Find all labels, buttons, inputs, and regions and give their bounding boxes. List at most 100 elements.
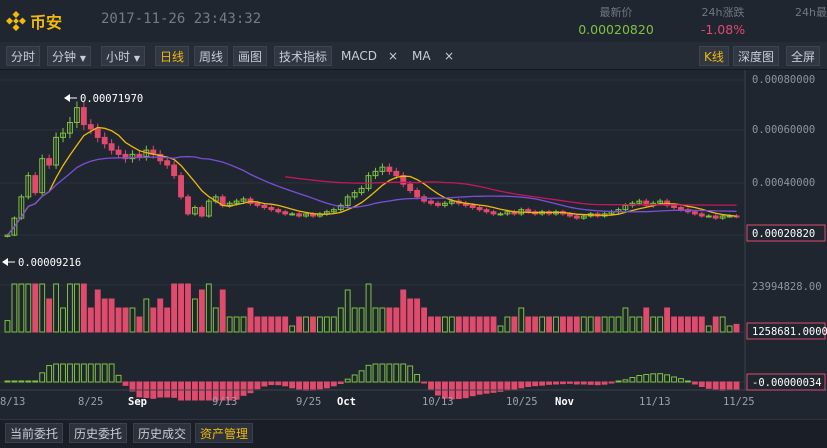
chevron-down-icon: ▼ — [133, 54, 140, 63]
candle-body — [476, 207, 483, 211]
candle-body — [386, 166, 393, 172]
volume-bar — [53, 283, 60, 333]
macd-bar — [115, 374, 122, 383]
candle-body — [657, 200, 664, 204]
macd-bar — [330, 381, 337, 387]
candle-body — [469, 204, 476, 208]
candle-body — [60, 132, 66, 138]
candle-body — [94, 128, 101, 138]
brand-logo[interactable]: 币安 — [6, 9, 62, 33]
macd-bar — [566, 381, 573, 384]
candle-body — [136, 153, 143, 157]
last-price-stat: 最新价 0.00020820 — [576, 4, 656, 37]
volume-bar — [622, 307, 629, 333]
depth-chart-button[interactable]: 深度图 — [733, 46, 780, 66]
candle-body — [483, 209, 490, 213]
indicators-button[interactable]: 技术指标 — [274, 46, 333, 66]
high-24h-label: 24h最 — [795, 6, 827, 19]
volume-bar — [282, 316, 289, 333]
macd-bar — [518, 381, 525, 389]
volume-bar — [296, 316, 303, 333]
macd-bar — [615, 380, 622, 383]
macd-bar — [435, 381, 441, 396]
volume-bar — [608, 316, 615, 333]
macd-bar — [226, 381, 233, 401]
volume-bar — [462, 316, 469, 333]
macd-bar — [386, 363, 393, 383]
macd-bar — [219, 381, 226, 401]
macd-bar — [129, 381, 136, 392]
volume-bar — [733, 323, 740, 333]
macd-bar — [25, 380, 32, 383]
macd-bar — [469, 381, 476, 397]
volume-bar — [205, 283, 212, 333]
macd-bar — [525, 381, 532, 387]
volume-bar — [254, 316, 261, 333]
macd-bar — [719, 381, 726, 391]
draw-tool-button[interactable]: 画图 — [233, 46, 268, 66]
tab-open-orders[interactable]: 当前委托 — [5, 423, 64, 443]
volume-bar — [198, 289, 205, 333]
indicator-ma[interactable]: MA — [412, 49, 431, 63]
tab-funds[interactable]: 资产管理 — [195, 423, 254, 443]
ma99-line — [285, 176, 737, 206]
interval-hour-dropdown[interactable]: 小时 ▼ — [101, 46, 145, 66]
candle-body — [691, 211, 698, 215]
candle-body — [18, 196, 25, 219]
date-axis: 8/13 8/25 Sep 9/13 9/25 Oct 10/13 10/25 Nov 11/13… — [0, 396, 755, 408]
macd-bar — [629, 377, 636, 383]
volume-bar — [441, 316, 448, 333]
volume-bar — [87, 307, 94, 333]
interval-daily[interactable]: 日线 — [155, 46, 190, 66]
volume-bar — [289, 325, 296, 333]
date-label: Oct — [337, 396, 356, 408]
remove-ma-icon[interactable]: × — [444, 49, 455, 63]
candle-body — [122, 153, 129, 160]
macd-bar — [553, 381, 559, 385]
candle-body — [573, 215, 580, 219]
remove-macd-icon[interactable]: × — [388, 49, 399, 63]
volume-bar — [122, 307, 129, 333]
candle-body — [671, 204, 677, 208]
interval-minute-dropdown[interactable]: 分钟 ▼ — [47, 46, 91, 66]
volume-bar — [691, 316, 698, 333]
volume-bar — [275, 316, 282, 333]
volume-bar — [483, 316, 490, 333]
tab-order-history[interactable]: 历史委托 — [69, 423, 128, 443]
candle-body — [351, 192, 358, 198]
volume-bar — [678, 316, 684, 333]
volume-bar — [129, 307, 136, 333]
candle-body — [164, 160, 171, 166]
interval-weekly[interactable]: 周线 — [194, 46, 229, 66]
fullscreen-button[interactable]: 全屏 — [786, 46, 821, 66]
macd-bar — [303, 381, 309, 391]
price-chart[interactable]: 0.00080000 0.00060000 0.00040000 0.00020… — [0, 70, 827, 419]
candle-body — [80, 107, 87, 126]
chevron-down-icon: ▼ — [79, 54, 86, 63]
volume-bar — [386, 307, 393, 333]
volume-bar — [719, 316, 726, 333]
macd-bar — [233, 381, 240, 400]
macd-bar — [240, 381, 247, 396]
macd-bar — [11, 380, 18, 383]
candlesticks — [4, 101, 740, 238]
candle-body — [275, 209, 282, 213]
high-24h-stat: 24h最 — [795, 4, 827, 20]
brand-name: 币安 — [30, 13, 63, 32]
candle-body — [441, 202, 448, 206]
indicator-macd[interactable]: MACD — [341, 49, 377, 63]
date-label: 11/25 — [723, 396, 755, 408]
interval-minute-line[interactable]: 分时 — [6, 46, 41, 66]
macd-bar — [483, 381, 490, 394]
candle-body — [268, 207, 275, 211]
change-24h-stat: 24h涨跌 -1.08% — [688, 4, 758, 37]
tab-trade-history[interactable]: 历史成交 — [133, 423, 192, 443]
volume-bar — [316, 316, 323, 333]
macd-bar — [511, 381, 518, 390]
candle-body — [115, 149, 122, 155]
macd-bar — [46, 365, 53, 383]
date-label: 8/25 — [78, 396, 103, 408]
kline-view-button[interactable]: K线 — [699, 46, 729, 66]
macd-bar — [379, 363, 386, 383]
volume-bar — [615, 316, 622, 333]
